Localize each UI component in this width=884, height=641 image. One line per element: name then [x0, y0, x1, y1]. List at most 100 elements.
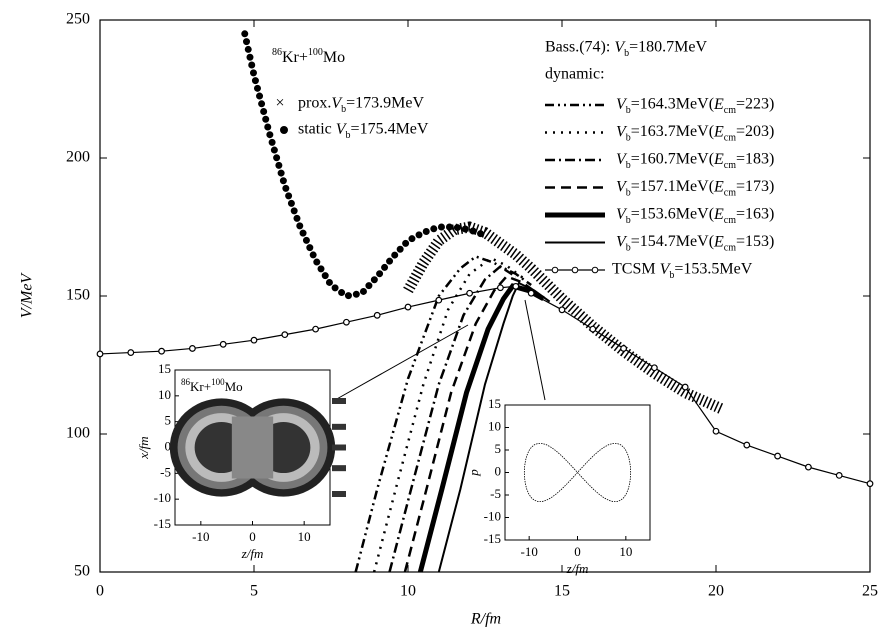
- series-marker: [373, 311, 381, 319]
- inset-title: 86Kr+100Mo: [181, 377, 243, 394]
- inset-y-tick-label: -15: [484, 531, 501, 546]
- series-marker: [281, 331, 289, 339]
- x-tick-label: 20: [708, 583, 724, 600]
- y-tick-label: 100: [66, 425, 90, 442]
- inset-y-tick-label: -10: [154, 490, 171, 505]
- series-line: [241, 30, 489, 300]
- legend-label: Vb=164.3MeV(Ecm=223): [616, 96, 774, 116]
- x-tick-label: 25: [862, 583, 878, 600]
- reaction-part: 100: [308, 47, 323, 58]
- inset-y-tick-label: 15: [158, 361, 171, 376]
- inset-x-tick-label: 0: [249, 529, 256, 544]
- series-marker: [435, 296, 443, 304]
- inset-title-part: 100: [211, 377, 225, 387]
- series-marker: [712, 427, 720, 435]
- inset: -10 0 10 15 10 5 0 -5 -10 -15 z/fm x/fm 86Kr+100Mo: [136, 361, 336, 561]
- side-bar: [332, 423, 346, 430]
- series-marker: [312, 325, 320, 333]
- series-marker: [651, 364, 658, 372]
- series-marker: [743, 441, 751, 449]
- legend-label: Vb=157.1MeV(Ecm=173): [616, 178, 774, 198]
- series-marker: [774, 452, 781, 460]
- legend-label: Vb=163.7MeV(Ecm=203): [616, 123, 774, 143]
- side-bar: [332, 465, 346, 472]
- inset-title-part: Kr+: [190, 379, 211, 394]
- shape-curve: [523, 443, 632, 502]
- series-marker: [835, 472, 843, 479]
- inset-y-tick-label: 15: [488, 396, 501, 411]
- legend-label: prox.Vb=173.9MeV: [298, 95, 424, 115]
- x-axis-label: R/fm: [470, 611, 501, 628]
- annotation: dynamic:: [545, 66, 605, 83]
- series-marker: [558, 306, 566, 314]
- series-marker: [681, 383, 689, 391]
- y-tick-label: 150: [66, 287, 90, 304]
- inset-y-tick-label: -10: [484, 508, 501, 523]
- legend-symbol: [571, 266, 579, 274]
- legend-symbol: [551, 266, 559, 274]
- series-marker: [219, 340, 227, 348]
- inset-y-tick-label: -5: [490, 486, 501, 501]
- side-bar: [332, 398, 346, 404]
- series-marker: [497, 284, 504, 292]
- inset-x-label: z/fm: [241, 546, 264, 561]
- inset-pointer: [524, 299, 546, 401]
- legend-label: Vb=153.6MeV(Ecm=163): [616, 206, 774, 226]
- inset-y-tick-label: 0: [495, 463, 502, 478]
- legend-symbol: ×: [275, 95, 284, 112]
- series-marker: [127, 349, 135, 356]
- reaction-part: Mo: [323, 49, 345, 66]
- side-bar: [332, 444, 346, 451]
- reaction-part: Kr+: [282, 49, 308, 66]
- series-marker: [250, 336, 258, 344]
- inset-x-tick-label: 10: [298, 529, 311, 544]
- inset-title-part: 86: [181, 377, 191, 387]
- y-tick-label: 250: [66, 11, 90, 28]
- legend-label: TCSM Vb=153.5MeV: [612, 261, 753, 281]
- x-tick-label: 15: [554, 583, 570, 600]
- legend-label: Vb=160.7MeV(Ecm=183): [616, 151, 774, 171]
- inset-title-part: Mo: [225, 379, 243, 394]
- legend-label: static Vb=175.4MeV: [298, 121, 429, 141]
- inset-y-tick-label: 10: [488, 418, 501, 433]
- neck-shape: [231, 416, 274, 479]
- series-marker: [512, 282, 520, 290]
- inset-y-tick-label: -5: [160, 464, 171, 479]
- series-marker: [158, 347, 166, 355]
- x-tick-label: 10: [400, 583, 416, 600]
- series-line: [437, 281, 551, 573]
- inset-x-tick-label: 0: [574, 544, 581, 559]
- reaction-label: 86Kr+100Mo: [272, 47, 345, 66]
- inset-y-tick-label: 5: [495, 441, 502, 456]
- side-bar: [332, 491, 346, 497]
- y-tick-label: 200: [66, 149, 90, 166]
- series-line: [354, 255, 517, 573]
- series-line: [388, 264, 532, 573]
- inset-y-tick-label: 5: [165, 413, 172, 428]
- inset-y-tick-label: 10: [158, 387, 171, 402]
- x-tick-label: 5: [250, 583, 258, 600]
- series-marker: [343, 318, 350, 326]
- inset-pointer: [334, 324, 469, 401]
- inset-y-label: p: [466, 469, 481, 477]
- inset-y-tick-label: 0: [165, 438, 172, 453]
- series-marker: [404, 303, 412, 311]
- series-marker: [188, 345, 196, 352]
- inset-x-tick-label: -10: [520, 544, 537, 559]
- series-marker: [96, 350, 104, 358]
- legend-symbol: [591, 266, 599, 274]
- series-marker: [527, 289, 535, 297]
- inset: -10 0 10 15 10 5 0 -5 -10 -15 z/fm p: [466, 396, 651, 576]
- x-tick-label: 0: [96, 583, 104, 600]
- series-marker: [866, 480, 874, 488]
- series-marker: [589, 325, 597, 333]
- series-line: [417, 283, 545, 573]
- inset-x-label: z/fm: [566, 561, 589, 576]
- inset-x-tick-label: -10: [192, 529, 209, 544]
- y-tick-label: 50: [74, 563, 90, 580]
- reaction-part: 86: [272, 47, 282, 58]
- inset-x-tick-label: 10: [619, 544, 632, 559]
- series-marker: [805, 463, 812, 471]
- inset-y-tick-label: -15: [154, 516, 171, 531]
- inset-y-label: x/fm: [136, 436, 151, 459]
